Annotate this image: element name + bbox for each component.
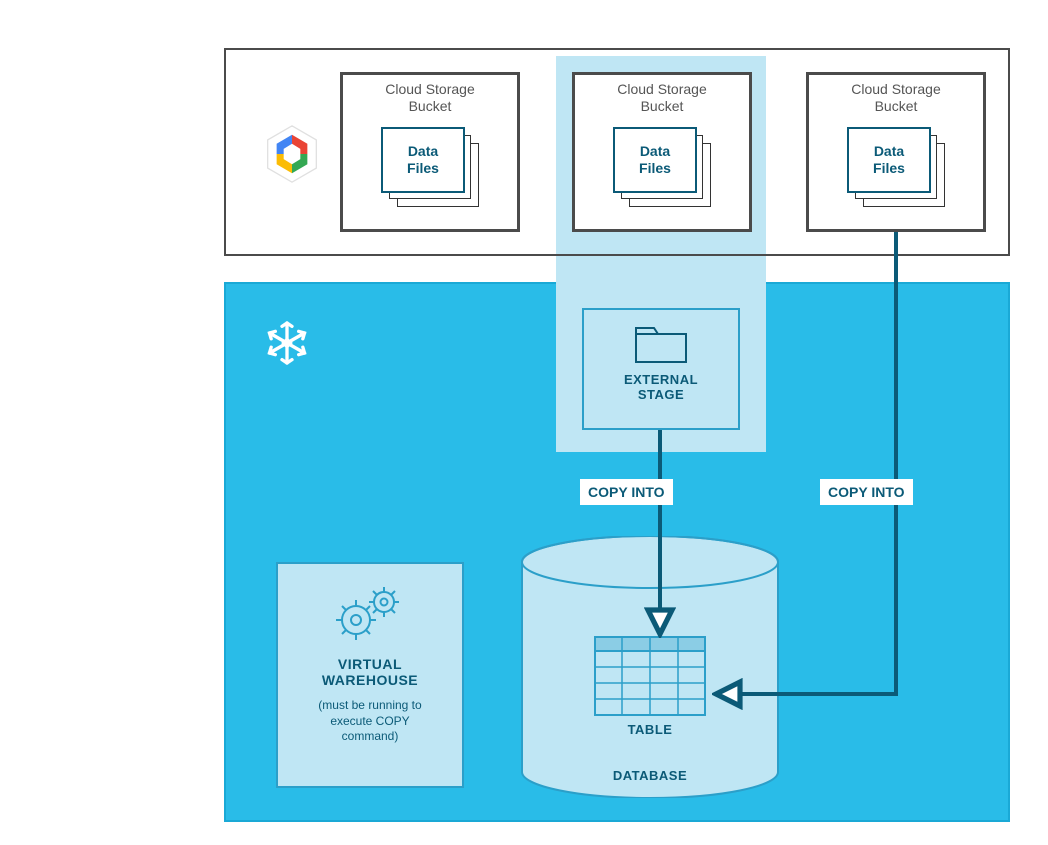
- diagram-canvas: Cloud StorageBucketDataFilesCloud Storag…: [0, 0, 1048, 845]
- files-icon: DataFiles: [607, 125, 717, 213]
- snowflake-icon: [262, 318, 312, 368]
- vw-note-2: execute COPY: [278, 714, 462, 730]
- copy-label-2: COPY INTO: [820, 479, 913, 505]
- file-label-2: Files: [615, 160, 695, 177]
- table-label: TABLE: [594, 722, 706, 737]
- bucket-title-1: Cloud Storage: [343, 81, 517, 98]
- vw-title-1: VIRTUAL: [278, 656, 462, 672]
- vw-note-1: (must be running to: [278, 698, 462, 714]
- file-label-1: Data: [615, 143, 695, 160]
- file-label-2: Files: [383, 160, 463, 177]
- bucket-title-2: Bucket: [343, 98, 517, 115]
- gears-icon: [330, 582, 410, 648]
- bucket-1: Cloud StorageBucket DataFiles: [572, 72, 752, 232]
- files-icon: DataFiles: [841, 125, 951, 213]
- bucket-0: Cloud StorageBucket DataFiles: [340, 72, 520, 232]
- table-icon: [594, 636, 706, 716]
- folder-icon: [634, 324, 688, 366]
- gcp-icon: [260, 122, 324, 186]
- virtual-warehouse: VIRTUAL WAREHOUSE (must be running to ex…: [276, 562, 464, 788]
- external-stage-label-1: EXTERNAL: [584, 372, 738, 387]
- database-label: DATABASE: [520, 768, 780, 783]
- external-stage-label-2: STAGE: [584, 387, 738, 402]
- bucket-title-1: Cloud Storage: [575, 81, 749, 98]
- bucket-2: Cloud StorageBucket DataFiles: [806, 72, 986, 232]
- bucket-title-2: Bucket: [575, 98, 749, 115]
- copy-label-1: COPY INTO: [580, 479, 673, 505]
- bucket-title-1: Cloud Storage: [809, 81, 983, 98]
- file-label-2: Files: [849, 160, 929, 177]
- vw-title-2: WAREHOUSE: [278, 672, 462, 688]
- file-label-1: Data: [383, 143, 463, 160]
- external-stage: EXTERNAL STAGE: [582, 308, 740, 430]
- file-label-1: Data: [849, 143, 929, 160]
- vw-note-3: command): [278, 729, 462, 745]
- bucket-title-2: Bucket: [809, 98, 983, 115]
- files-icon: DataFiles: [375, 125, 485, 213]
